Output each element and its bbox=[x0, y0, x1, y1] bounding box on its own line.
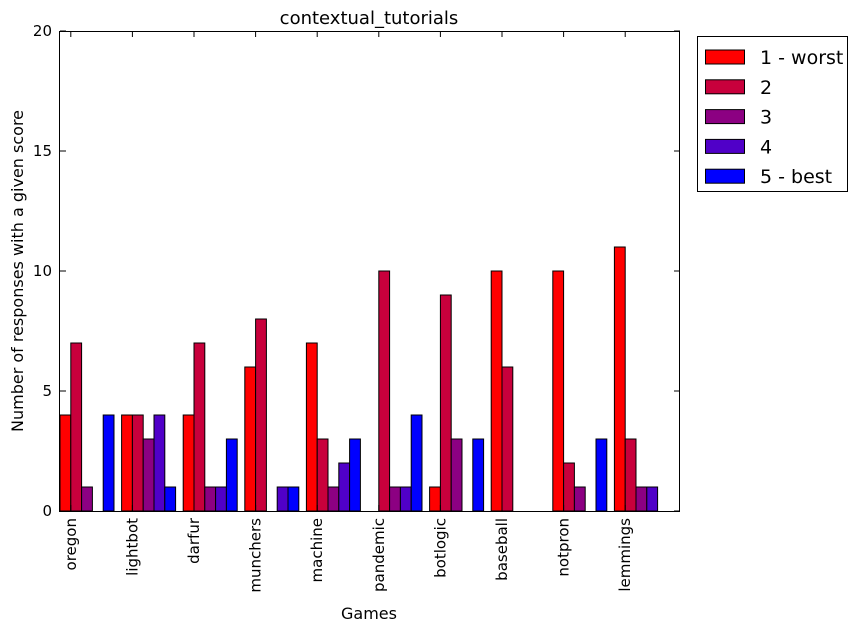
bar-pandemic-series-4 bbox=[399, 486, 412, 512]
bar-lemmings-series-4 bbox=[646, 486, 659, 512]
bar-oregon-series-5 bbox=[102, 414, 115, 512]
bar-baseball-series-2 bbox=[501, 366, 514, 512]
bar-machine-series-4 bbox=[338, 462, 351, 512]
x-tick-label-darfur: darfur bbox=[185, 517, 203, 564]
bar-botlogic-series-2 bbox=[439, 294, 452, 512]
bar-munchers-series-4 bbox=[276, 486, 289, 512]
bar-botlogic-series-3 bbox=[450, 438, 463, 512]
bar-machine-series-5 bbox=[349, 438, 361, 512]
legend: 1 - worst 2 3 4 5 - best bbox=[697, 36, 848, 192]
legend-label-3: 3 bbox=[760, 107, 772, 129]
bar-lemmings-series-2 bbox=[624, 438, 637, 512]
bar-munchers-series-2 bbox=[255, 318, 267, 512]
legend-swatch-4 bbox=[705, 138, 745, 154]
legend-swatch-1 bbox=[705, 49, 745, 65]
bar-pandemic-series-3 bbox=[389, 486, 401, 512]
bar-darfur-series-1 bbox=[182, 414, 195, 512]
bar-lightbot-series-5 bbox=[164, 486, 177, 512]
bar-lemmings-series-1 bbox=[613, 246, 626, 512]
legend-swatch-3 bbox=[705, 109, 745, 125]
chart-title: contextual_tutorials bbox=[280, 8, 459, 29]
bar-munchers-series-1 bbox=[244, 366, 257, 512]
bar-darfur-series-3 bbox=[204, 486, 217, 512]
x-tick-label-baseball: baseball bbox=[493, 518, 511, 581]
bar-notpron-series-1 bbox=[552, 270, 565, 512]
bar-botlogic-series-5 bbox=[472, 438, 485, 512]
y-axis-title: Number of responses with a given score bbox=[8, 110, 27, 432]
legend-label-4: 4 bbox=[760, 136, 772, 158]
y-tick-label: 0 bbox=[42, 502, 52, 520]
x-axis-title: Games bbox=[341, 604, 397, 623]
x-tick-label-machine: machine bbox=[308, 518, 326, 582]
legend-label-1: 1 - worst bbox=[760, 47, 843, 69]
bar-machine-series-2 bbox=[316, 438, 329, 512]
bar-munchers-series-5 bbox=[287, 486, 300, 512]
bars-layer bbox=[59, 246, 659, 512]
bar-notpron-series-5 bbox=[595, 438, 608, 512]
x-tick-label-munchers: munchers bbox=[247, 518, 265, 593]
bar-darfur-series-4 bbox=[215, 486, 227, 512]
bar-baseball-series-1 bbox=[490, 270, 503, 512]
bar-lightbot-series-3 bbox=[142, 438, 155, 512]
y-tick-label: 5 bbox=[42, 382, 52, 400]
bar-oregon-series-1 bbox=[59, 414, 72, 512]
bar-lightbot-series-4 bbox=[153, 414, 166, 512]
bar-darfur-series-5 bbox=[225, 438, 238, 512]
y-tick-label: 15 bbox=[33, 142, 52, 160]
bar-machine-series-1 bbox=[305, 342, 318, 512]
bar-oregon-series-3 bbox=[81, 486, 93, 512]
y-tick-label: 20 bbox=[33, 22, 52, 40]
y-axis: 0 5 10 15 20 bbox=[33, 22, 680, 520]
legend-label-5: 5 - best bbox=[760, 166, 832, 188]
x-tick-label-botlogic: botlogic bbox=[431, 518, 449, 578]
legend-swatch-5 bbox=[705, 168, 745, 184]
legend-label-2: 2 bbox=[760, 77, 772, 99]
bar-botlogic-series-1 bbox=[429, 486, 441, 512]
x-tick-label-pandemic: pandemic bbox=[370, 518, 388, 592]
bar-pandemic-series-2 bbox=[378, 270, 391, 512]
bar-notpron-series-3 bbox=[573, 486, 586, 512]
x-tick-label-lemmings: lemmings bbox=[616, 518, 634, 592]
bar-notpron-series-2 bbox=[563, 462, 575, 512]
bar-lightbot-series-1 bbox=[121, 414, 133, 512]
x-axis: oregon lightbot darfur munchers machine pande… bbox=[62, 31, 634, 593]
bar-lemmings-series-3 bbox=[635, 486, 648, 512]
bar-machine-series-3 bbox=[327, 486, 340, 512]
y-tick-label: 10 bbox=[33, 262, 52, 280]
legend-swatch-2 bbox=[705, 79, 745, 95]
bar-lightbot-series-2 bbox=[131, 414, 144, 512]
x-tick-label-oregon: oregon bbox=[62, 518, 80, 570]
bar-oregon-series-2 bbox=[70, 342, 83, 512]
bar-darfur-series-2 bbox=[193, 342, 206, 512]
bar-pandemic-series-5 bbox=[410, 414, 423, 512]
x-tick-label-notpron: notpron bbox=[555, 518, 573, 577]
x-tick-label-lightbot: lightbot bbox=[123, 518, 141, 576]
